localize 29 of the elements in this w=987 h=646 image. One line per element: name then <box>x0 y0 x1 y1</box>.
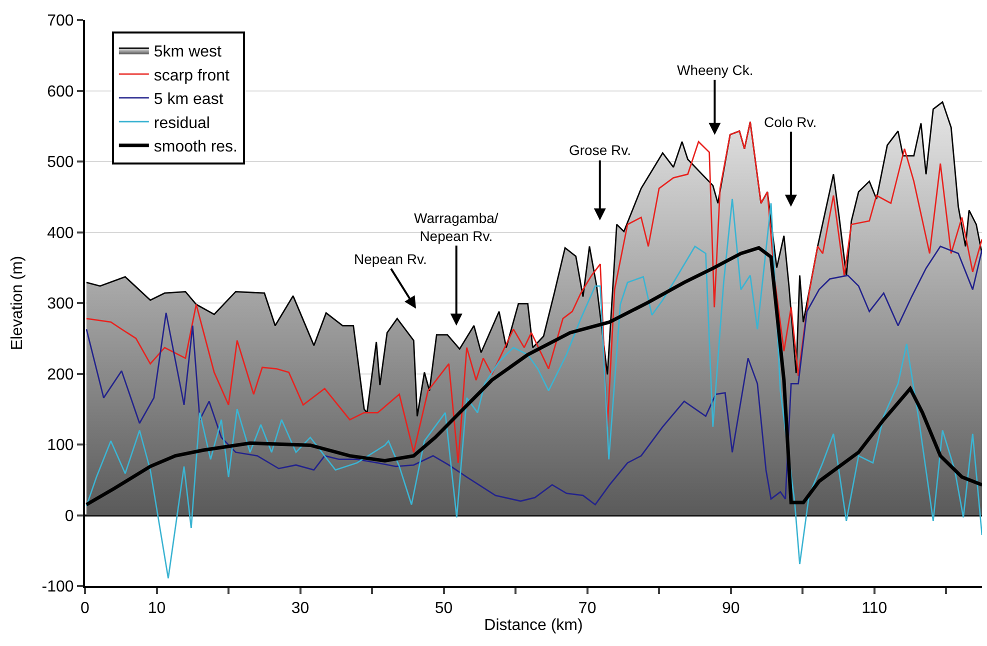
y-tick-label: 600 <box>47 83 74 100</box>
y-axis-title: Elevation (m) <box>9 256 26 350</box>
x-tick-label: 0 <box>80 600 90 618</box>
y-tick-label: 400 <box>47 224 74 242</box>
line-series <box>86 198 982 579</box>
y-tick-label: 700 <box>47 12 74 30</box>
x-tick-label: 30 <box>291 600 310 618</box>
x-tick-label: 50 <box>434 600 453 618</box>
y-tick-label: 300 <box>47 296 74 313</box>
legend-label: 5km west <box>154 43 222 60</box>
annotation: Wheeny Ck. <box>677 62 754 78</box>
annotation: Grose Rv. <box>569 142 631 158</box>
annotation: Warragamba/ Nepean Rv. <box>414 210 498 244</box>
x-axis-title: Distance (km) <box>484 617 583 634</box>
legend-label: smooth res. <box>154 138 238 156</box>
x-tick-label: 110 <box>862 600 888 618</box>
x-tick-label: 10 <box>148 600 166 618</box>
x-tick-label: 70 <box>578 600 596 618</box>
annotation: Colo Rv. <box>764 114 817 130</box>
y-tick-label: 500 <box>47 154 74 172</box>
y-tick-label: 100 <box>47 437 74 454</box>
y-tick-label: 0 <box>64 508 74 525</box>
legend-label: residual <box>154 114 210 132</box>
legend-label: scarp front <box>154 67 230 84</box>
legend-label: 5 km east <box>154 91 224 108</box>
x-tick-label: 90 <box>722 600 740 618</box>
y-tick-label: -100 <box>42 578 74 596</box>
y-tick-label: 200 <box>47 366 74 384</box>
annotation: Nepean Rv. <box>354 251 427 267</box>
